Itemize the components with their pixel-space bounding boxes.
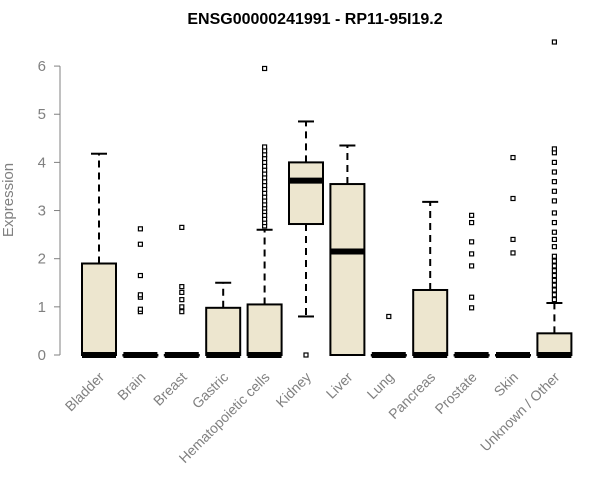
y-tick-label: 4 xyxy=(38,154,46,171)
outlier-point xyxy=(551,219,558,226)
outlier-point xyxy=(551,268,558,274)
outlier-point xyxy=(551,272,558,279)
outlier-point xyxy=(137,272,143,279)
outlier-point xyxy=(179,297,185,303)
outlier-point xyxy=(179,309,185,315)
outlier-point xyxy=(551,263,558,269)
outlier-point xyxy=(551,253,558,259)
outlier-point xyxy=(179,224,185,230)
box xyxy=(412,288,449,356)
box xyxy=(288,161,324,226)
outlier-point xyxy=(551,198,558,204)
y-tick-label: 6 xyxy=(38,58,46,75)
outlier-point xyxy=(551,277,558,283)
x-tick-label: Prostate xyxy=(432,369,480,417)
x-tick-label: Unknown / Other xyxy=(477,369,563,455)
x-tick-label: Breast xyxy=(150,369,190,409)
outlier-point xyxy=(551,236,558,243)
outlier-point xyxy=(551,292,558,298)
outlier-point xyxy=(469,212,475,218)
box-group xyxy=(453,212,490,358)
x-tick-label: Brain xyxy=(114,369,148,403)
outlier-point xyxy=(551,179,558,185)
outlier-point xyxy=(262,65,268,72)
outlier-point xyxy=(551,39,558,45)
outlier-point xyxy=(551,210,558,216)
y-tick-label: 0 xyxy=(38,347,46,364)
box-group xyxy=(536,39,573,358)
outlier-point xyxy=(386,313,392,320)
outlier-point xyxy=(551,159,558,165)
y-axis-label: Expression xyxy=(0,163,17,237)
y-tick-label: 5 xyxy=(38,106,46,123)
chart-title: ENSG00000241991 - RP11-95I19.2 xyxy=(187,11,442,28)
outlier-point xyxy=(510,236,516,243)
outlier-point xyxy=(551,282,558,288)
y-axis: 0 1 2 3 4 5 6 xyxy=(38,58,61,364)
outlier-point xyxy=(469,251,475,257)
outlier-point xyxy=(469,305,475,311)
y-tick-label: 1 xyxy=(38,299,46,316)
outlier-point xyxy=(469,263,475,269)
box-group xyxy=(205,281,242,358)
y-tick-label: 2 xyxy=(38,251,46,268)
box xyxy=(246,303,283,357)
outlier-point xyxy=(469,219,475,226)
outlier-point xyxy=(137,226,143,232)
outlier-point xyxy=(137,292,143,298)
box xyxy=(536,332,573,357)
outlier-point xyxy=(551,188,558,194)
box xyxy=(205,306,242,357)
outlier-point xyxy=(510,154,516,161)
box xyxy=(329,183,366,356)
outlier-point xyxy=(179,304,185,310)
outlier-point xyxy=(510,195,516,202)
x-tick-label: Kidney xyxy=(273,369,315,411)
box-group xyxy=(81,152,117,358)
x-tick-label: Bladder xyxy=(62,369,108,415)
box-group xyxy=(246,65,283,358)
boxes xyxy=(81,39,573,358)
box-group xyxy=(495,154,531,358)
outlier-point xyxy=(303,352,309,358)
y-tick-label: 3 xyxy=(38,203,46,220)
outlier-point xyxy=(469,294,475,300)
outlier-point xyxy=(551,258,558,264)
outlier-point xyxy=(262,144,268,150)
box-group xyxy=(370,313,407,358)
box-group xyxy=(288,120,324,358)
outlier-point xyxy=(551,229,558,235)
outlier-point xyxy=(179,284,185,290)
box-group xyxy=(122,226,159,358)
box xyxy=(81,262,117,356)
box-group xyxy=(329,144,366,356)
x-tick-label: Lung xyxy=(364,369,397,402)
x-tick-label: Skin xyxy=(491,369,522,400)
box-group xyxy=(412,200,449,358)
outlier-point xyxy=(551,287,558,293)
outlier-point xyxy=(137,241,143,247)
outlier-point xyxy=(551,244,558,250)
box-group xyxy=(163,224,200,358)
outlier-point xyxy=(551,146,558,152)
outlier-point xyxy=(137,306,143,312)
outlier-point xyxy=(551,169,558,175)
outlier-point xyxy=(179,289,185,295)
outlier-point xyxy=(551,297,558,303)
outlier-point xyxy=(469,239,475,245)
outlier-point xyxy=(510,250,516,256)
x-tick-label: Liver xyxy=(323,369,356,402)
